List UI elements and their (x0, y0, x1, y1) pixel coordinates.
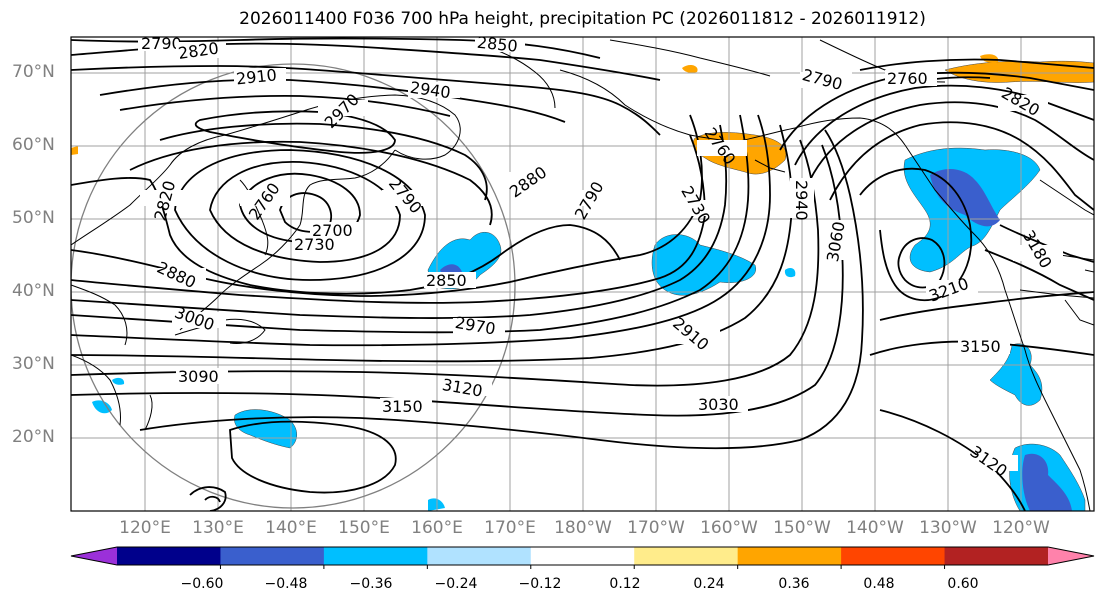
colorbar-tick-label: 0.24 (693, 576, 725, 592)
colorbar-segment (944, 547, 1049, 565)
colorbar-segment (841, 547, 946, 565)
colorbar (70, 546, 1095, 569)
lat-label: 30°N (12, 354, 55, 374)
lon-label: 130°E (192, 518, 244, 538)
colorbar-segment (220, 547, 325, 565)
lat-label: 60°N (12, 135, 55, 155)
colorbar-tick-label: −0.12 (518, 576, 562, 592)
colorbar-extend-high (1048, 547, 1094, 565)
colorbar-tick-label: 0.36 (778, 576, 810, 592)
contour-label: 2760 (887, 69, 928, 88)
contour-label: 2940 (792, 180, 811, 221)
map-title: 2026011400 F036 700 hPa height, precipit… (239, 9, 926, 29)
colorbar-tick-label: −0.48 (264, 576, 308, 592)
lon-label: 130°W (919, 518, 977, 538)
colorbar-segment (427, 547, 532, 565)
contour-label: 2850 (476, 33, 518, 56)
range-circle (71, 63, 516, 509)
contour-label: 2790 (141, 34, 182, 53)
colorbar-extend-low (71, 547, 117, 565)
lat-label: 70°N (12, 62, 55, 82)
map-border (70, 36, 1095, 512)
colorbar-tick-label: 0.12 (609, 576, 641, 592)
contour-label: 2730 (294, 235, 335, 254)
lon-label: 160°E (411, 518, 463, 538)
colorbar-segment (634, 547, 739, 565)
lon-label: 170°W (627, 518, 685, 538)
colorbar-tick-label: 0.60 (947, 576, 979, 592)
colorbar-segment (323, 547, 428, 565)
contour-label: 2700 (312, 221, 353, 240)
lon-label: 120°E (119, 518, 171, 538)
lon-label: 120°W (992, 518, 1050, 538)
colorbar-segment (530, 547, 635, 565)
lon-label: 140°W (846, 518, 904, 538)
colorbar-tick-label: −0.36 (349, 576, 393, 592)
colorbar-segment (117, 547, 221, 565)
lon-label: 160°W (700, 518, 758, 538)
colorbar-segment (737, 547, 842, 565)
contour-label: 3090 (178, 367, 219, 386)
lat-label: 20°N (12, 427, 55, 447)
contour-label: 3150 (382, 397, 423, 416)
contour-label: 3030 (698, 395, 739, 414)
contour-label: 2910 (235, 65, 277, 88)
lon-label: 150°E (338, 518, 390, 538)
colorbar-tick-label: 0.48 (863, 576, 895, 592)
lat-label: 50°N (12, 208, 55, 228)
colorbar-tick-label: −0.60 (180, 576, 224, 592)
lon-label: 170°E (484, 518, 536, 538)
lon-label: 150°W (773, 518, 831, 538)
contour-label: 2850 (426, 271, 467, 290)
lon-label: 180°W (554, 518, 612, 538)
lon-label: 140°E (265, 518, 317, 538)
contour-label: 3150 (960, 337, 1001, 356)
colorbar-outline (70, 546, 1095, 566)
lat-label: 40°N (12, 281, 55, 301)
colorbar-tick-label: −0.24 (434, 576, 478, 592)
